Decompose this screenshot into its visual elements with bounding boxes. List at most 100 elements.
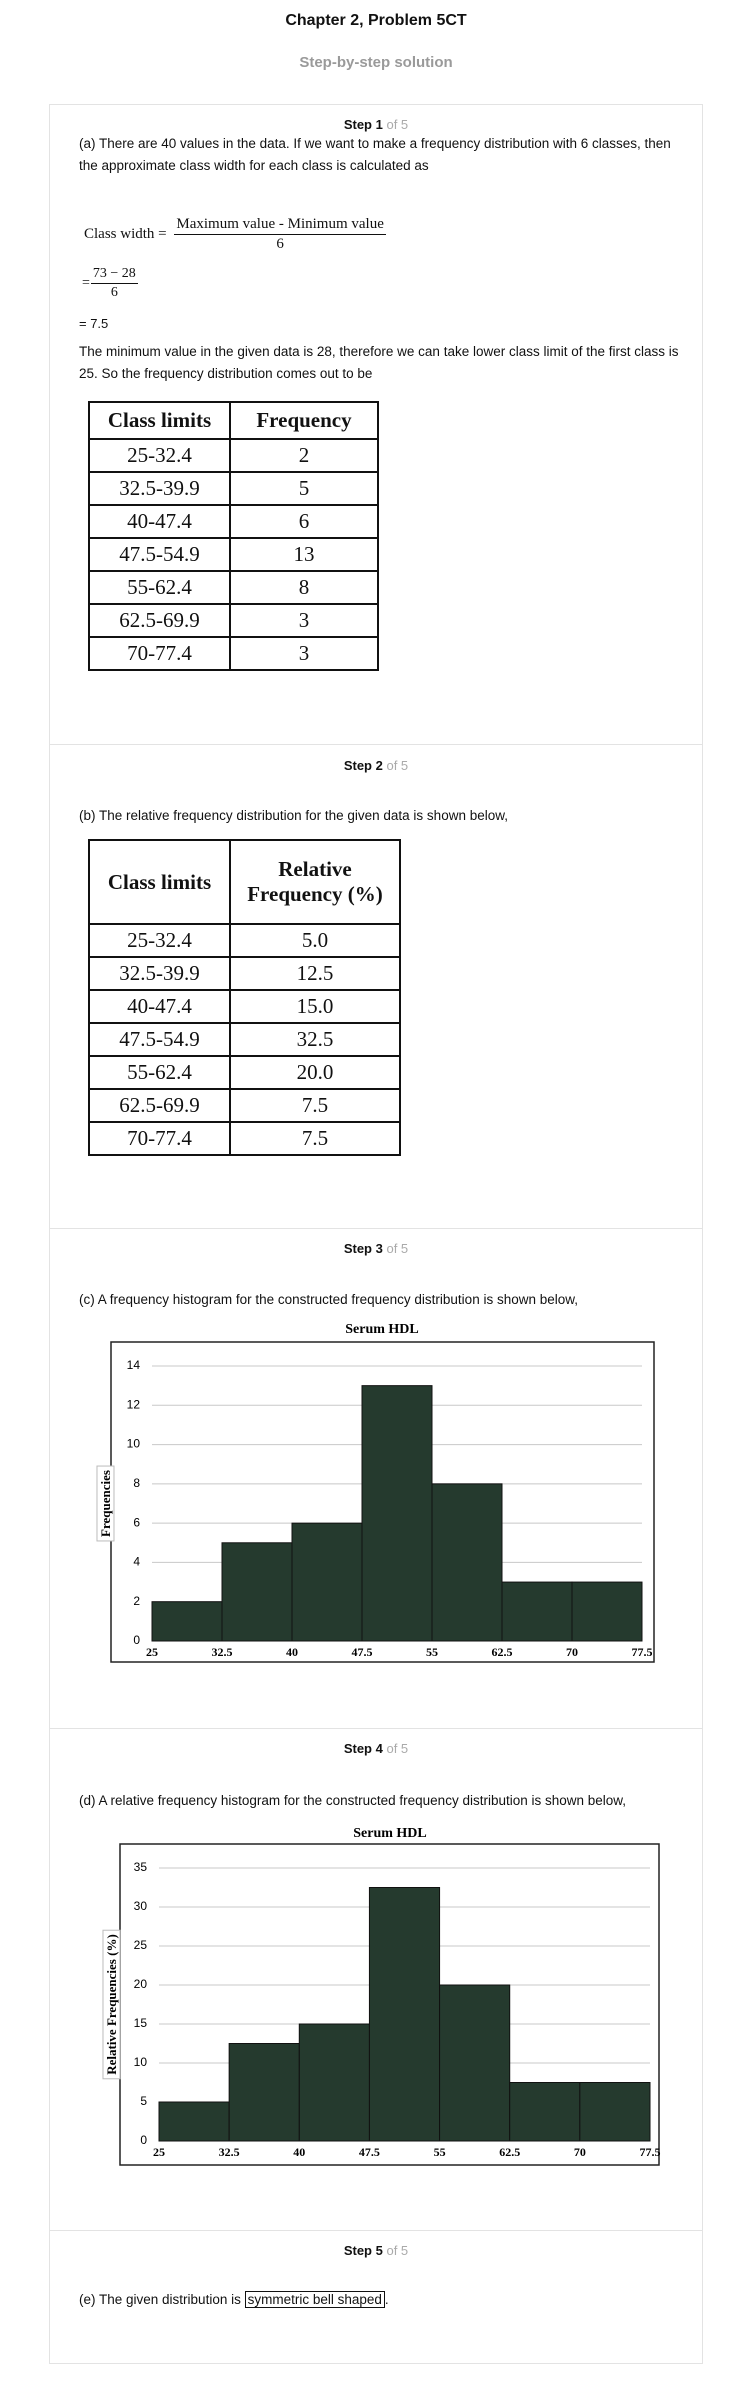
table-cell: 62.5-69.9 [88,603,231,638]
table-holder: Class limits Relative Frequency (%) 25-32.… [88,839,401,1156]
table-cell: 55-62.4 [88,1055,231,1090]
bar [291,1522,363,1642]
step-header: Step 2 of 5 [0,758,752,773]
step-header: Step 4 of 5 [0,1741,752,1756]
table-row: 32.5-39.9 5 [88,471,379,506]
table-row: 62.5-69.9 7.5 [88,1088,401,1123]
solution-box [49,104,703,2364]
table-cell: 20.0 [229,1055,401,1090]
header-cell: Frequency [229,401,379,440]
step-label: Step 4 [343,1741,383,1756]
table-holder: Class limits Frequency 25-32.4 2 32.5-39.9 5 4… [88,401,379,671]
histogram: Serum HDL 0 2 4 6 8 10 12 14 25 32.5 40 47.5 55 62.5 70… [96,1322,655,1663]
table-cell: 25-32.4 [88,438,231,473]
formula-lhs: = [82,275,90,291]
chart-title: Serum HDL [353,1826,427,1841]
table-cell: 47.5-54.9 [88,1022,231,1057]
x-tick-label: 70 [574,2145,586,2159]
y-axis-label: Frequencies [98,1470,113,1537]
x-tick-label: 70 [566,1645,578,1659]
formula: Class width = Maximum value - Minimum va… [84,216,386,253]
table-header-row: Class limits Frequency [88,401,379,440]
y-tick-label: 25 [134,1938,148,1952]
bar [361,1385,433,1642]
step-text: (b) The relative frequency distribution … [79,808,508,823]
x-tick-label: 47.5 [352,1645,373,1659]
table-row: 55-62.4 20.0 [88,1055,401,1090]
bar [571,1581,643,1642]
y-axis-label: Relative Frequencies (%) [104,1934,119,2075]
answer: symmetric bell shaped [244,2291,385,2308]
x-tick-label: 40 [286,1645,298,1659]
separator [50,744,702,745]
step-label: Step 5 [343,2243,383,2258]
table-cell: 40-47.4 [88,504,231,539]
bar [579,2082,651,2142]
x-tick-label: 25 [146,1645,158,1659]
bar [151,1601,223,1642]
table-row: 47.5-54.9 32.5 [88,1022,401,1057]
y-tick-label: 0 [140,2133,147,2147]
table-row: 32.5-39.9 12.5 [88,956,401,991]
table-row: 62.5-69.9 3 [88,603,379,638]
table-cell: 13 [229,537,379,572]
header-cell: Class limits [88,401,231,440]
page-title: Chapter 2, Problem 5CT [285,12,467,29]
table-cell: 2 [229,438,379,473]
y-tick-label: 10 [127,1437,141,1451]
y-tick-label: 6 [133,1515,140,1529]
table-cell: 25-32.4 [88,923,231,958]
table-cell: 32.5-39.9 [88,471,231,506]
table-cell: 70-77.4 [88,1121,231,1156]
table-cell: 8 [229,570,379,605]
bar [431,1483,503,1642]
bar [509,2082,581,2142]
y-tick-label: 12 [127,1397,141,1411]
table-cell: 12.5 [229,956,401,991]
table-header-row: Class limits Relative Frequency (%) [88,839,401,925]
y-tick-label: 30 [134,1899,148,1913]
step-total: of 5 [386,1741,409,1756]
denominator: 6 [276,236,284,252]
page-subtitle: Step-by-step solution [299,54,453,71]
x-tick-label: 32.5 [212,1645,233,1659]
y-axis-label-box [96,1465,115,1542]
table-cell: 7.5 [229,1088,401,1123]
y-tick-label: 10 [134,2055,148,2069]
y-tick-label: 15 [134,2016,148,2030]
x-tick-label: 77.5 [632,1645,653,1659]
x-tick-label: 62.5 [492,1645,513,1659]
table-cell: 62.5-69.9 [88,1088,231,1123]
fraction: Maximum value - Minimum value 6 [174,216,386,253]
y-tick-label: 0 [133,1633,140,1647]
bar [298,2023,370,2142]
table-cell: 32.5-39.9 [88,956,231,991]
formula: = 73 − 28 6 [82,266,138,301]
y-tick-label: 4 [133,1555,140,1569]
separator [50,1228,702,1229]
numerator: Maximum value - Minimum value [174,216,386,235]
step-text: (a) There are 40 values in the data. If … [79,136,671,173]
table-row: 25-32.4 2 [88,438,379,473]
fraction: 73 − 28 6 [90,266,138,301]
table-cell: 32.5 [229,1022,401,1057]
step-header: Step 5 of 5 [0,2243,752,2258]
step-text: (d) A relative frequency histogram for t… [79,1793,627,1808]
table-cell: 3 [229,636,379,671]
table-row: 40-47.4 15.0 [88,989,401,1024]
table-row: 25-32.4 5.0 [88,923,401,958]
table-cell: 6 [229,504,379,539]
table-cell: 40-47.4 [88,989,231,1024]
x-tick-label: 62.5 [499,2145,520,2159]
bar [228,2043,300,2142]
bar [501,1581,573,1642]
table-cell: 47.5-54.9 [88,537,231,572]
x-tick-label: 32.5 [219,2145,240,2159]
step-header: Step 1 of 5 [0,117,752,132]
step-label: Step 2 [343,758,383,773]
numerator: 73 − 28 [90,266,138,284]
x-tick-label: 40 [293,2145,305,2159]
data-table: Class limits Frequency 25-32.4 2 32.5-39.9 5 4… [88,401,379,671]
separator [50,1728,702,1729]
